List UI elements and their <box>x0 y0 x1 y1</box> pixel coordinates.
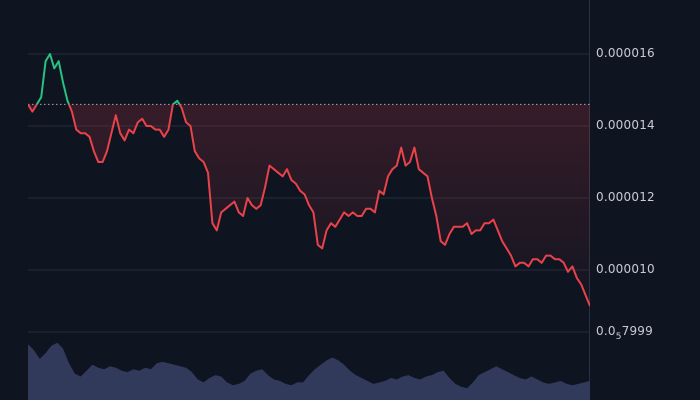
price-line-down <box>28 104 590 307</box>
y-tick-0: 0.000016 <box>596 46 655 60</box>
y-tick-3: 0.000010 <box>596 262 655 276</box>
y-tick-bottom-prefix: 0.0 <box>596 324 616 338</box>
y-tick-bottom: 0.057999 <box>596 324 653 342</box>
price-fill <box>28 104 590 306</box>
volume-area-path <box>28 342 590 400</box>
y-tick-1: 0.000014 <box>596 118 655 132</box>
y-tick-bottom-subscript: 5 <box>615 332 622 342</box>
volume-area <box>28 342 590 400</box>
y-tick-bottom-suffix: 7999 <box>621 324 653 338</box>
price-line-group <box>28 53 590 307</box>
y-tick-2: 0.000012 <box>596 190 655 204</box>
below-baseline-fill <box>28 104 590 306</box>
